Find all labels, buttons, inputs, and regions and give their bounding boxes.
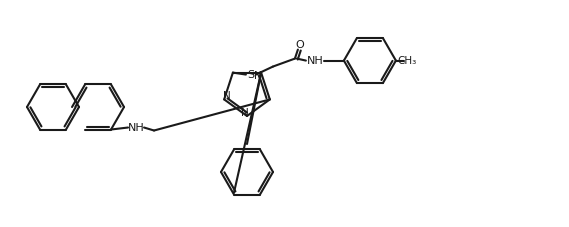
Text: O: O <box>295 39 304 49</box>
Text: N: N <box>223 91 231 101</box>
Text: NH: NH <box>127 123 145 133</box>
Text: NH: NH <box>307 56 323 66</box>
Text: S: S <box>248 70 254 80</box>
Text: N: N <box>254 71 262 81</box>
Text: CH₃: CH₃ <box>397 56 417 66</box>
Text: N: N <box>241 108 249 118</box>
